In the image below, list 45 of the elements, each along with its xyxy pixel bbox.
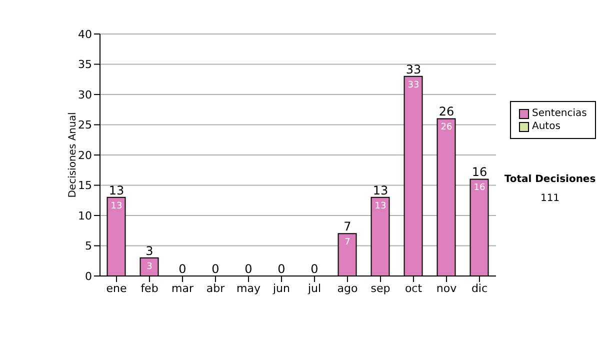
legend-label: Sentencias: [532, 107, 587, 120]
total-label: 26: [438, 104, 454, 119]
legend-label: Autos: [532, 120, 560, 133]
x-tick-label: jul: [306, 282, 322, 295]
x-tick-label: sep: [370, 282, 390, 295]
x-tick-label: jun: [272, 282, 290, 295]
text: 111: [539, 193, 561, 204]
data-label: 16: [474, 183, 486, 194]
x-tick-label: abr: [206, 282, 226, 295]
total-label: 33: [406, 62, 422, 76]
data-label: 33: [408, 80, 420, 90]
x-tick-label: dic: [471, 282, 488, 295]
x-tick-label: ene: [106, 282, 127, 295]
x-tick-label: nov: [436, 282, 458, 295]
data-label: 13: [110, 201, 122, 212]
data-label: 7: [344, 238, 350, 248]
total-label: 13: [372, 183, 388, 198]
total-label: 7: [344, 220, 352, 234]
y-tick-label: 30: [78, 88, 92, 102]
y-tick-label: 25: [78, 118, 92, 132]
y-tick-label: 10: [78, 209, 92, 222]
x-tick-label: oct: [404, 282, 423, 295]
total-label: 13: [108, 183, 124, 198]
y-tick-label: 20: [78, 148, 92, 162]
data-label: 26: [440, 122, 452, 133]
total-label: 3: [146, 244, 154, 258]
total-label: 16: [472, 165, 488, 180]
y-tick-label: 15: [78, 179, 92, 192]
x-tick-label: mar: [172, 282, 194, 295]
y-tick-label: 5: [85, 240, 92, 253]
data-label: 3: [146, 262, 152, 272]
x-tick-label: may: [236, 282, 261, 295]
total-label: 0: [178, 262, 186, 276]
y-tick-label: 35: [78, 58, 92, 72]
y-tick-label: 40: [78, 28, 92, 41]
total-label: 0: [310, 262, 318, 276]
y-axis-title: Decisiones Anual: [68, 112, 79, 198]
total-label: 0: [244, 262, 252, 276]
x-tick-label: ago: [337, 282, 358, 295]
text: Total Decisiones: [503, 174, 597, 185]
total-label: 0: [278, 262, 286, 276]
x-tick-label: feb: [140, 282, 158, 295]
total-label: 0: [212, 262, 220, 276]
y-tick-label: 0: [85, 270, 92, 283]
data-label: 13: [374, 201, 386, 212]
